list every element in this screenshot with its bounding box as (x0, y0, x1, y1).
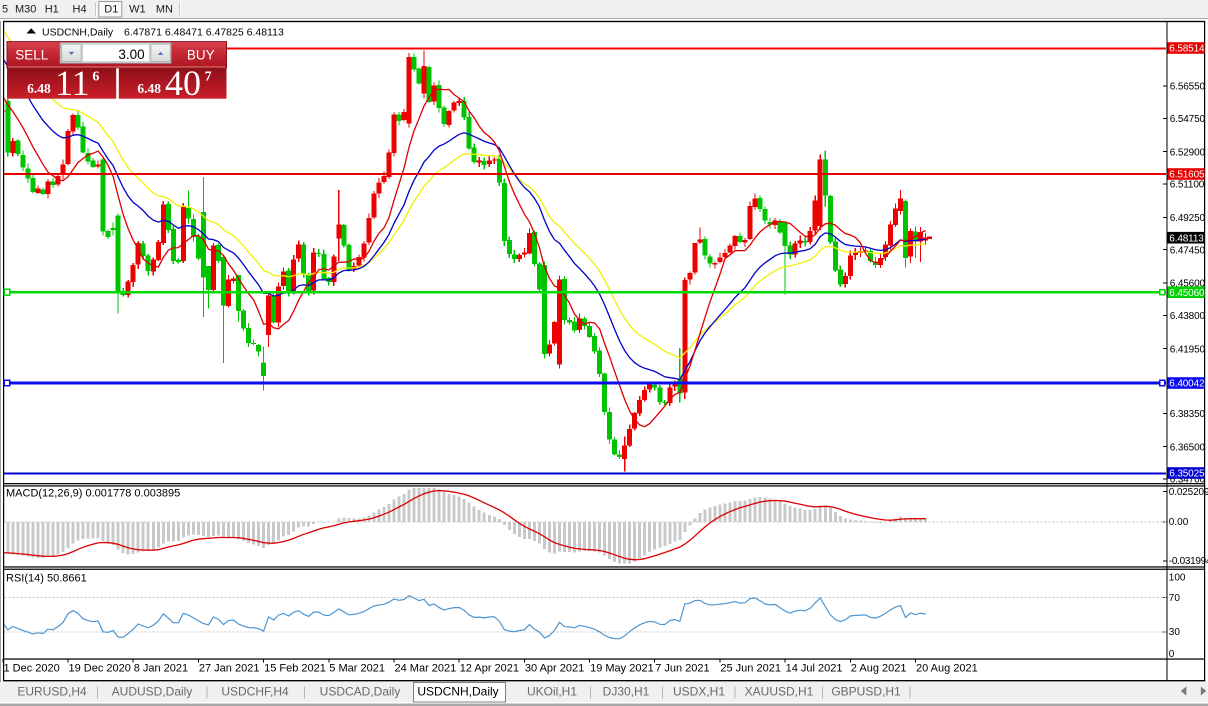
svg-text:14 Jul 2021: 14 Jul 2021 (786, 663, 843, 675)
svg-text:UKOil,H1: UKOil,H1 (527, 685, 577, 699)
svg-text:AUDUSD,Daily: AUDUSD,Daily (112, 685, 193, 699)
svg-text:M30: M30 (15, 4, 36, 16)
svg-text:11: 11 (55, 63, 90, 103)
svg-text:27 Jan 2021: 27 Jan 2021 (199, 663, 260, 675)
svg-text:H1: H1 (45, 4, 59, 16)
svg-text:6.56550: 6.56550 (1170, 82, 1206, 93)
svg-text:0: 0 (1169, 649, 1175, 660)
svg-text:70: 70 (1169, 593, 1181, 604)
svg-text:SELL: SELL (15, 47, 49, 62)
svg-text:D1: D1 (104, 4, 118, 16)
svg-text:8 Jan 2021: 8 Jan 2021 (134, 663, 188, 675)
svg-text:6.48: 6.48 (27, 81, 51, 96)
svg-text:5: 5 (2, 4, 8, 16)
svg-text:H4: H4 (73, 4, 87, 16)
svg-text:USDCHF,H4: USDCHF,H4 (221, 685, 289, 699)
svg-text:2 Aug 2021: 2 Aug 2021 (851, 663, 907, 675)
svg-text:6.48113: 6.48113 (1169, 233, 1204, 244)
svg-text:0.00: 0.00 (1169, 517, 1189, 528)
svg-text:USDCAD,Daily: USDCAD,Daily (320, 685, 401, 699)
svg-text:6: 6 (92, 70, 99, 85)
svg-text:USDX,H1: USDX,H1 (673, 685, 725, 699)
svg-text:6.49250: 6.49250 (1170, 213, 1206, 224)
svg-text:30 Apr 2021: 30 Apr 2021 (525, 663, 584, 675)
svg-text:6.40042: 6.40042 (1169, 379, 1205, 390)
svg-text:DJ30,H1: DJ30,H1 (603, 685, 650, 699)
svg-text:6.36500: 6.36500 (1170, 442, 1206, 453)
svg-text:6.35025: 6.35025 (1169, 469, 1205, 480)
svg-text:6.52900: 6.52900 (1170, 147, 1206, 158)
svg-text:6.43800: 6.43800 (1170, 311, 1206, 322)
svg-text:6.34700: 6.34700 (1170, 475, 1206, 486)
svg-text:6.51605: 6.51605 (1169, 170, 1205, 181)
svg-text:BUY: BUY (187, 47, 215, 62)
svg-text:20 Aug 2021: 20 Aug 2021 (916, 663, 978, 675)
svg-text:RSI(14) 50.8661: RSI(14) 50.8661 (6, 573, 87, 585)
svg-text:25 Jun 2021: 25 Jun 2021 (720, 663, 781, 675)
svg-text:12 Apr 2021: 12 Apr 2021 (460, 663, 519, 675)
svg-text:0.025209: 0.025209 (1169, 487, 1208, 498)
svg-text:6.45060: 6.45060 (1169, 288, 1205, 299)
svg-text:19 May 2021: 19 May 2021 (590, 663, 654, 675)
svg-text:1 Dec 2020: 1 Dec 2020 (4, 663, 60, 675)
svg-text:W1: W1 (129, 4, 146, 16)
svg-text:6.38350: 6.38350 (1170, 409, 1206, 420)
svg-text:GBPUSD,H1: GBPUSD,H1 (831, 685, 901, 699)
svg-text:XAUUSD,H1: XAUUSD,H1 (745, 685, 814, 699)
svg-text:15 Feb 2021: 15 Feb 2021 (264, 663, 326, 675)
svg-text:6.41950: 6.41950 (1170, 344, 1206, 355)
svg-text:EURUSD,H4: EURUSD,H4 (17, 685, 87, 699)
svg-text:7: 7 (205, 70, 212, 85)
svg-text:6.45600: 6.45600 (1170, 279, 1206, 290)
svg-text:6.58514: 6.58514 (1169, 44, 1205, 55)
svg-text:USDCNH,Daily: USDCNH,Daily (42, 27, 114, 39)
svg-text:6.54750: 6.54750 (1170, 114, 1206, 125)
svg-text:-0.031994: -0.031994 (1169, 556, 1208, 567)
svg-text:3.00: 3.00 (118, 47, 144, 62)
svg-text:MN: MN (156, 4, 173, 16)
svg-text:19 Dec 2020: 19 Dec 2020 (69, 663, 131, 675)
svg-text:6.51100: 6.51100 (1170, 180, 1205, 191)
svg-text:MACD(12,26,9) 0.001778 0.00389: MACD(12,26,9) 0.001778 0.003895 (6, 488, 180, 500)
svg-text:USDCNH,Daily: USDCNH,Daily (417, 685, 498, 699)
svg-text:5 Mar 2021: 5 Mar 2021 (329, 663, 385, 675)
svg-text:24 Mar 2021: 24 Mar 2021 (395, 663, 457, 675)
svg-text:40: 40 (165, 63, 201, 103)
svg-text:6.47450: 6.47450 (1170, 245, 1206, 256)
svg-text:6.48: 6.48 (137, 81, 161, 96)
svg-text:6.47871 6.48471 6.47825 6.4811: 6.47871 6.48471 6.47825 6.48113 (124, 27, 284, 39)
svg-text:7 Jun 2021: 7 Jun 2021 (655, 663, 709, 675)
svg-text:100: 100 (1169, 573, 1186, 584)
svg-text:30: 30 (1169, 627, 1181, 638)
